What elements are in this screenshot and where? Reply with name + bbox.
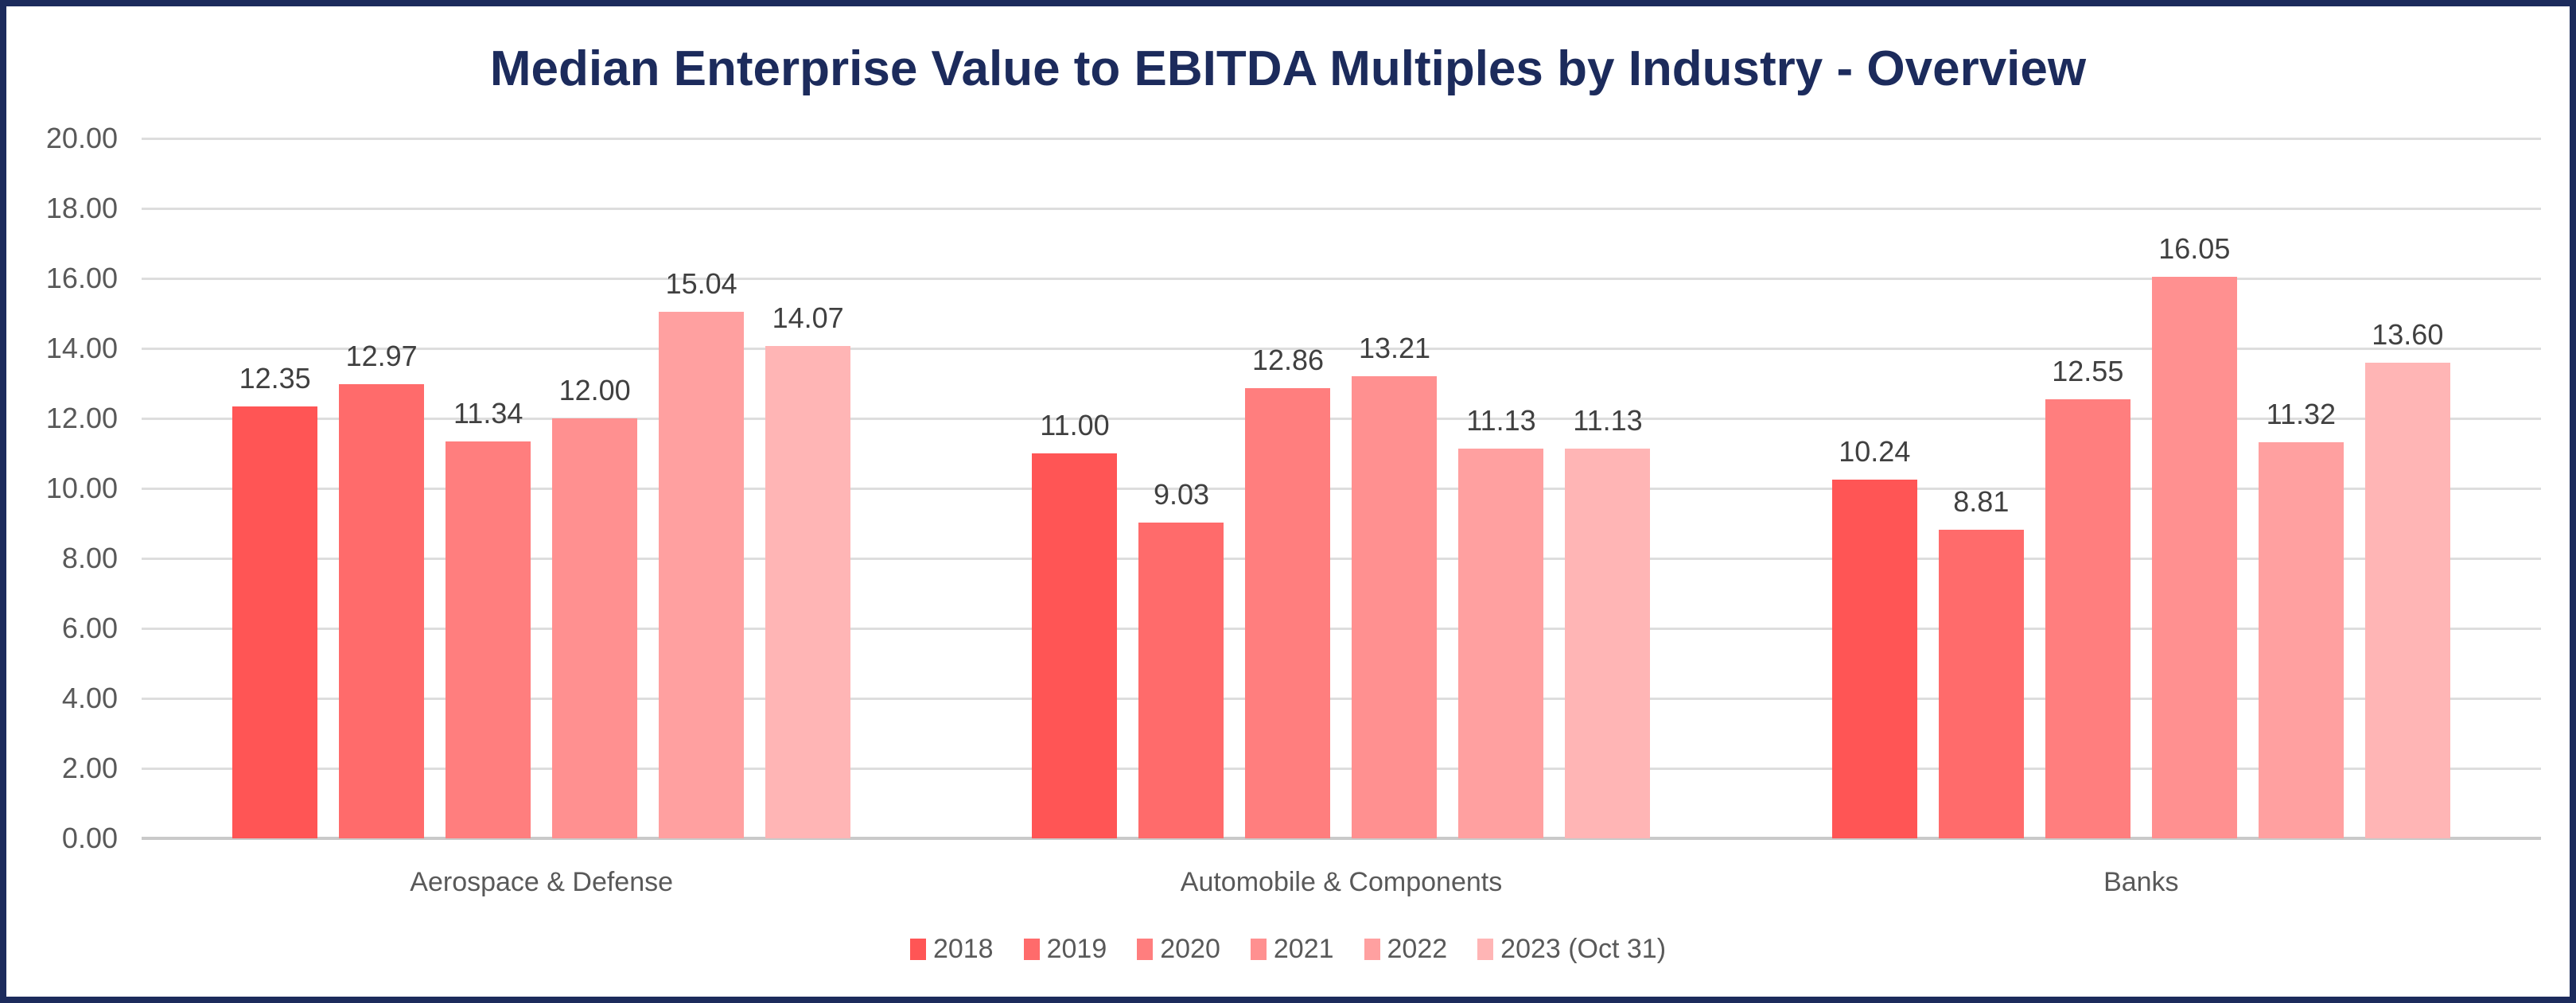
gridline: [142, 627, 2541, 630]
y-axis-tick-label: 0.00: [61, 822, 118, 854]
y-axis-tick-label: 6.00: [61, 612, 118, 644]
legend-swatch: [1364, 939, 1380, 960]
bar-group: 12.35 12.97 11.34 12.00 15.04 14.07: [142, 138, 941, 838]
legend-item: 2022: [1364, 934, 1448, 965]
bar-group: 11.00 9.03 12.86 13.21 11.13 11.13: [941, 138, 1741, 838]
legend-label: 2019: [1046, 934, 1107, 964]
bar-2018: 10.24: [1831, 435, 1917, 838]
gridline: [142, 347, 2541, 350]
legend-label: 2018: [932, 934, 994, 964]
gridline: [142, 697, 2541, 700]
legend-label: 2021: [1273, 934, 1334, 964]
legend-item: 2023 (Oct 31): [1477, 934, 1666, 965]
y-axis-labels: 0.00 2.00 4.00 6.00 8.00 10.00 12.00 14.00 16.00…: [6, 122, 118, 854]
bar-group: 10.24 8.81 12.55 16.05 11.32 13.60: [1741, 138, 2541, 838]
bar-2020: 11.34: [446, 397, 531, 838]
legend-swatch: [1023, 939, 1040, 960]
y-axis-tick-label: 12.00: [45, 402, 118, 434]
gridline: [142, 207, 2541, 210]
bar-value-label: 14.07: [772, 301, 844, 334]
bar-value-label: 12.97: [345, 340, 418, 373]
bar-2020: 12.86: [1245, 344, 1331, 838]
bar-value-label: 13.60: [2372, 317, 2444, 351]
bar-value-label: 12.55: [2052, 354, 2124, 387]
x-axis-category-labels: Aerospace & Defense Automobile & Componen…: [142, 867, 2541, 898]
category-label: Automobile & Components: [1180, 867, 1503, 897]
bar-value-label: 16.05: [2158, 231, 2231, 265]
x-axis-line: [142, 837, 2541, 840]
legend-item: 2019: [1023, 934, 1107, 965]
bar-2019: 12.97: [339, 340, 425, 838]
bar-value-label: 11.00: [1040, 409, 1110, 441]
y-axis-tick-label: 18.00: [45, 192, 118, 224]
bar-value-label: 10.24: [1839, 435, 1911, 468]
bar-2023-oct-31-: 14.07: [765, 301, 851, 838]
plot-area: 12.35 12.97 11.34 12.00 15.04 14.07 11.00 9.03 1…: [142, 137, 2541, 840]
bar-2022: 11.13: [1458, 404, 1544, 838]
bar-2021: 12.00: [552, 374, 638, 838]
legend-item: 2020: [1137, 934, 1220, 965]
gridline: [142, 137, 2541, 140]
legend: 2018 2019 2020 2021 2022 2023 (Oct 31): [6, 934, 2570, 965]
y-axis-tick-label: 20.00: [45, 122, 118, 154]
bar-2023-oct-31-: 13.60: [2364, 318, 2450, 838]
y-axis-tick-label: 4.00: [61, 682, 118, 714]
gridline: [142, 417, 2541, 420]
bar-2019: 9.03: [1138, 478, 1224, 838]
bar-value-label: 15.04: [665, 267, 737, 301]
legend-item: 2018: [909, 934, 994, 965]
bar-value-label: 11.32: [2266, 397, 2337, 430]
bar-2018: 12.35: [232, 362, 318, 838]
gridline: [142, 487, 2541, 490]
y-axis-tick-label: 10.00: [45, 472, 118, 504]
bar-value-label: 12.86: [1251, 344, 1325, 377]
bar-2021: 16.05: [2151, 232, 2237, 838]
category-label: Banks: [2103, 867, 2179, 897]
legend-swatch: [1477, 939, 1494, 960]
gridline: [142, 277, 2541, 280]
bar-value-label: 11.34: [453, 397, 523, 430]
bar-2019: 8.81: [1938, 485, 2024, 838]
legend-label: 2023 (Oct 31): [1500, 934, 1667, 964]
category-label: Aerospace & Defense: [410, 867, 674, 897]
bar-value-label: 8.81: [1953, 485, 2010, 519]
bar-2018: 11.00: [1032, 409, 1118, 838]
legend-swatch: [909, 939, 926, 960]
y-axis-tick-label: 8.00: [61, 542, 118, 574]
bar-2020: 12.55: [2045, 355, 2130, 838]
bar-2022: 15.04: [659, 267, 745, 838]
bar-value-label: 13.21: [1358, 331, 1431, 364]
bar-value-label: 12.35: [239, 361, 311, 395]
bar-value-label: 11.13: [1573, 404, 1643, 437]
y-axis-tick-label: 14.00: [45, 332, 118, 364]
bar-value-label: 11.13: [1466, 404, 1536, 437]
legend-label: 2022: [1387, 934, 1448, 964]
y-axis-tick-label: 16.00: [45, 262, 118, 294]
bar-value-label: 9.03: [1153, 477, 1210, 511]
bar-value-label: 12.00: [558, 374, 631, 406]
chart-title: Median Enterprise Value to EBITDA Multip…: [489, 41, 2087, 96]
legend-label: 2020: [1160, 934, 1220, 964]
bar-2023-oct-31-: 11.13: [1565, 404, 1651, 838]
legend-swatch: [1250, 939, 1267, 960]
bar-2021: 13.21: [1352, 332, 1438, 838]
y-axis-tick-label: 2.00: [61, 752, 118, 784]
bar-2022: 11.32: [2258, 398, 2344, 838]
legend-item: 2021: [1250, 934, 1334, 965]
legend-swatch: [1137, 939, 1154, 960]
gridline: [142, 767, 2541, 770]
gridline: [142, 557, 2541, 560]
